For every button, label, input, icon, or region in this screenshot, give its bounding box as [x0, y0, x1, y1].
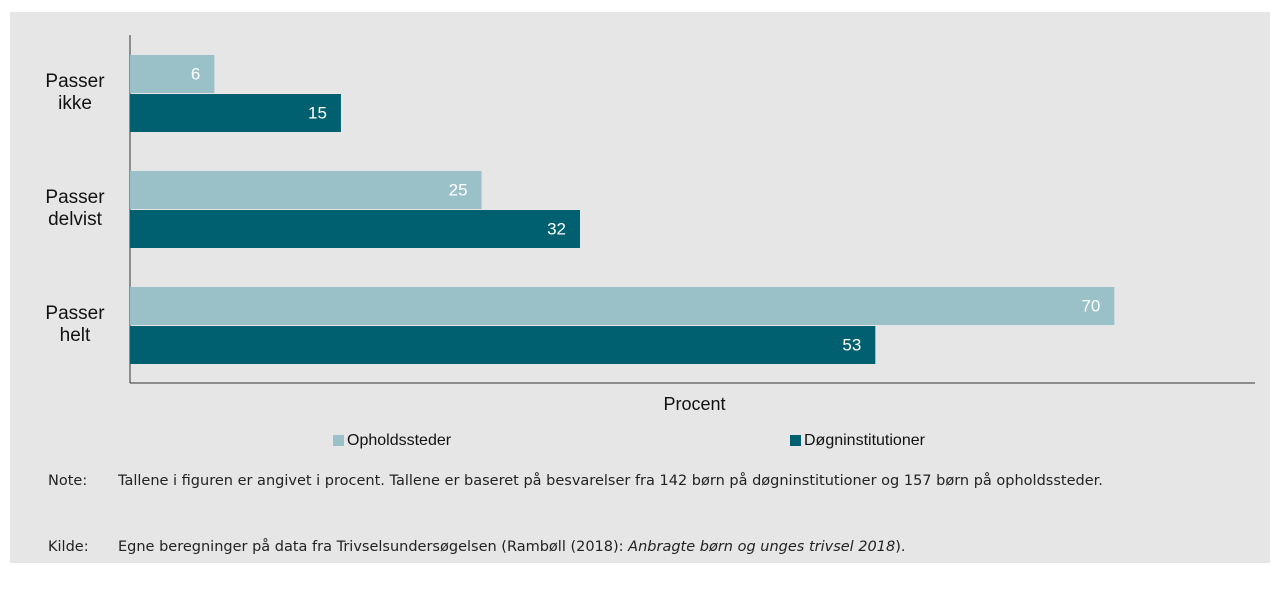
legend-swatch	[333, 435, 344, 446]
bar	[130, 55, 215, 93]
legend-label: Døgninstitutioner	[804, 432, 926, 449]
note-text-part: Anbragte børn og unges trivsel 2018	[628, 539, 896, 555]
value-label: 25	[449, 180, 468, 199]
category-label-line: delvist	[48, 209, 103, 230]
category-label-line: ikke	[58, 93, 92, 114]
note-text: Egne beregninger på data fra Trivselsund…	[118, 536, 906, 558]
note: Kilde: Egne beregninger på data fra Trivs…	[48, 536, 1263, 558]
legend-label: Opholdssteder	[347, 432, 452, 449]
bar	[130, 94, 341, 132]
category-label: Passer ikke	[45, 71, 105, 114]
note-label: Kilde:	[48, 539, 89, 555]
bar	[130, 326, 876, 364]
bar	[130, 210, 580, 248]
note-text: Tallene i figuren er angivet i procent. …	[118, 470, 1103, 492]
note-text-part: ).	[895, 539, 906, 555]
bar	[130, 287, 1115, 325]
value-label: 6	[191, 64, 200, 83]
category-label: Passer delvist	[45, 187, 105, 230]
value-label: 15	[308, 103, 327, 122]
category-label: Passer helt	[45, 303, 105, 346]
note-label: Note:	[48, 473, 88, 489]
note: Note: Tallene i figuren er angivet i proc…	[48, 470, 1263, 492]
value-label: 53	[842, 335, 861, 354]
category-label-line: Passer	[45, 71, 105, 92]
note-text-part: Egne beregninger på data fra Trivselsund…	[118, 539, 629, 555]
note-text-part: Tallene i figuren er angivet i procent. …	[118, 473, 1103, 489]
value-label: 32	[547, 219, 566, 238]
bar	[130, 171, 482, 209]
category-label-line: Passer	[45, 187, 105, 208]
legend-swatch	[790, 435, 801, 446]
value-label: 70	[1081, 296, 1100, 315]
category-label-line: Passer	[45, 303, 105, 324]
category-label-line: helt	[60, 325, 91, 346]
x-axis-label: Procent	[663, 394, 725, 414]
